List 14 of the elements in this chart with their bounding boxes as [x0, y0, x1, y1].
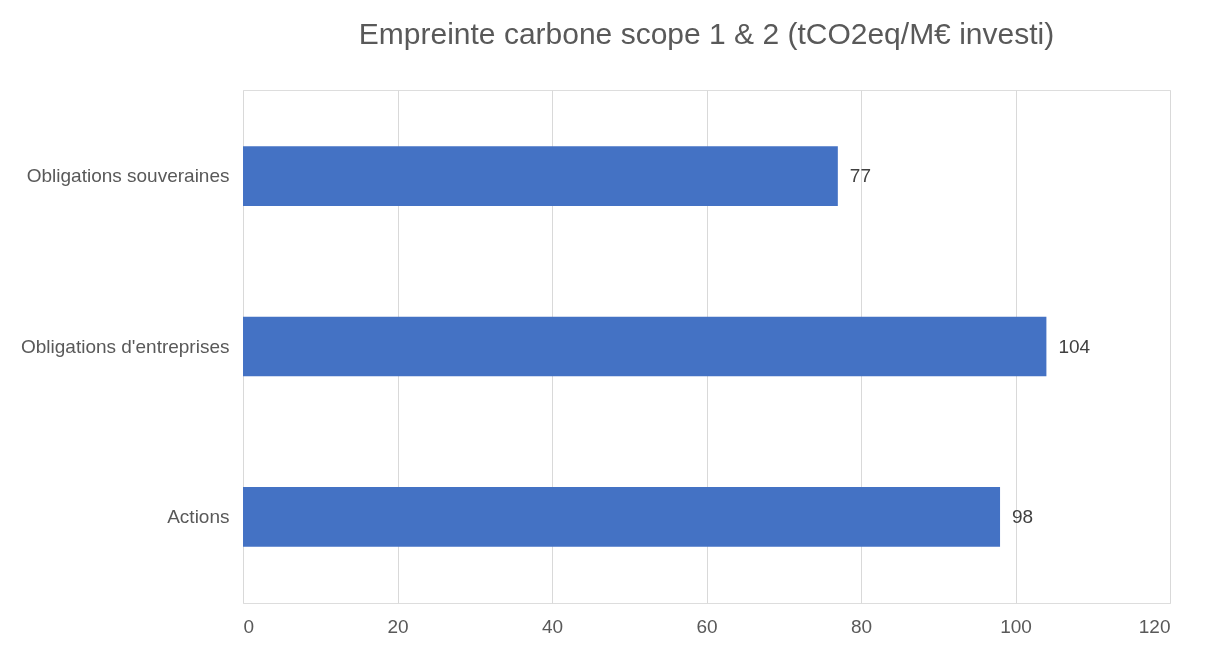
y-tick-label: Actions	[167, 505, 230, 527]
data-label: 104	[1058, 335, 1091, 357]
x-tick-label: 40	[541, 615, 564, 637]
x-tick-label: 60	[696, 615, 718, 637]
x-tick-label: 20	[387, 615, 409, 637]
x-tick-label: 80	[850, 615, 873, 637]
x-tick-label: 100	[1000, 615, 1032, 637]
y-tick-label: Obligations souveraines	[26, 165, 230, 187]
data-label: 77	[849, 165, 871, 187]
chart-title: Empreinte carbone scope 1 & 2 (tCO2eq/M€ investi)	[358, 17, 1055, 50]
x-tick-label: 0	[243, 615, 255, 637]
y-tick-label: Obligations d'entreprises	[20, 335, 230, 357]
data-label: 98	[1012, 505, 1034, 527]
x-tick-label: 120	[1138, 615, 1171, 637]
